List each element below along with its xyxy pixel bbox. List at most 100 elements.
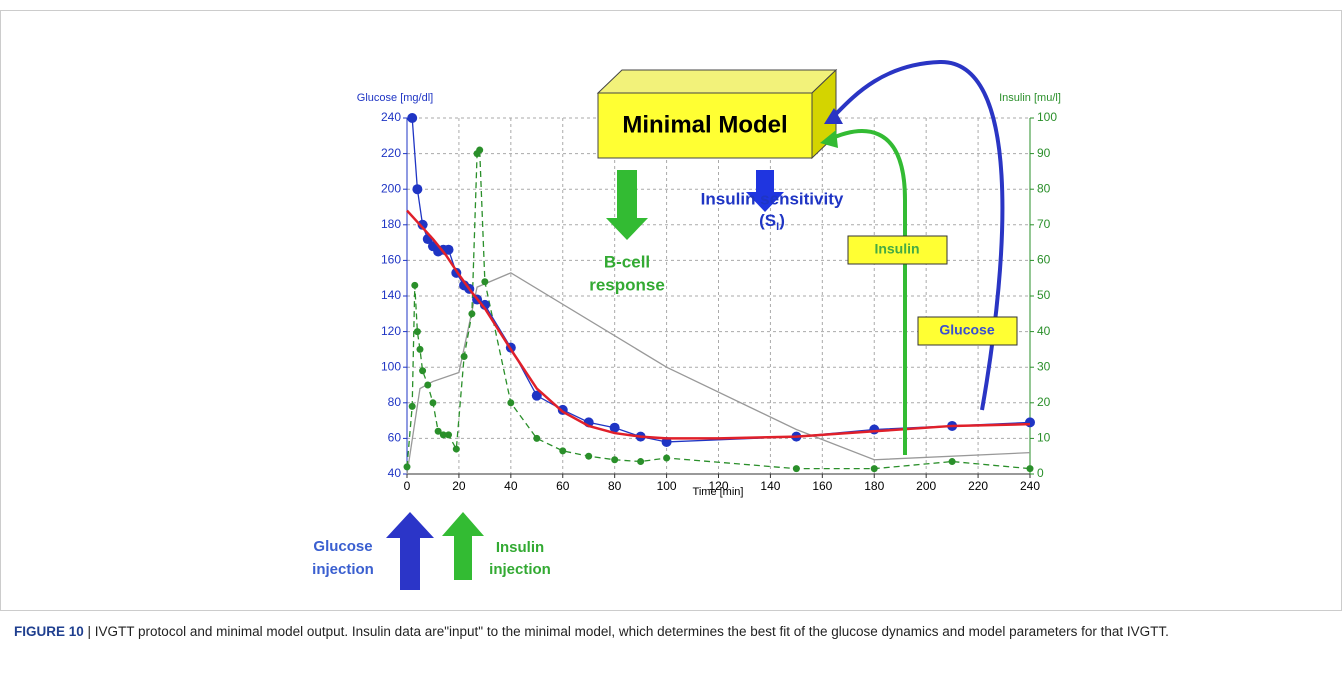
x-tick-label: 80: [608, 479, 622, 493]
y-tick-label: 240: [381, 110, 401, 124]
x-tick-label: 200: [916, 479, 936, 493]
point: [413, 328, 421, 336]
y2-tick-label: 30: [1037, 359, 1051, 373]
glucose-injection-arrow: [386, 512, 434, 590]
y2-tick-label: 0: [1037, 466, 1044, 480]
y-tick-label: 60: [388, 431, 402, 445]
point: [407, 113, 418, 123]
y-tick-label: 120: [381, 324, 401, 338]
y-tick-label: 160: [381, 253, 401, 267]
point: [460, 353, 468, 361]
series-line: [406, 209, 1031, 440]
point: [637, 458, 645, 466]
y-tick-label: 140: [381, 288, 401, 302]
point: [443, 244, 454, 255]
si-arrow: [746, 170, 784, 212]
point: [533, 434, 541, 442]
plot: 0 20 40 60 80 100 120 140 160 180 200 220 2404060801…: [381, 110, 1057, 493]
point: [411, 281, 419, 289]
point: [412, 184, 423, 195]
point: [429, 399, 437, 407]
model-title: Minimal Model: [622, 111, 787, 138]
point: [507, 399, 515, 407]
point: [417, 219, 428, 230]
point: [559, 447, 567, 455]
si-open: (S: [759, 211, 776, 230]
point: [452, 445, 460, 453]
y2-tick-label: 90: [1037, 146, 1051, 160]
glucose-box-label: Glucose: [939, 322, 994, 338]
bcell-label: response: [589, 275, 665, 294]
point: [439, 431, 447, 439]
point: [792, 465, 800, 473]
point: [870, 465, 878, 473]
point: [1025, 417, 1035, 428]
glucose-injection-label: Glucose: [313, 538, 372, 555]
point: [611, 456, 619, 464]
si-symbol: (SI): [759, 211, 785, 232]
box-front: [597, 92, 813, 159]
point: [585, 452, 593, 460]
glucose-curve: [830, 59, 1005, 411]
x-tick-label: 20: [452, 479, 466, 493]
x-tick-label: 60: [556, 479, 570, 493]
x-tick-label: 140: [760, 479, 780, 493]
si-sub: I: [776, 221, 779, 233]
point: [869, 424, 880, 435]
insulin-head: [820, 130, 838, 148]
y2-tick-label: 20: [1037, 395, 1051, 409]
y2-axis-label: Insulin [mu/l]: [999, 92, 1061, 104]
point: [416, 345, 424, 353]
point: [445, 431, 453, 439]
si-label: Insulin sensitivity: [701, 189, 844, 208]
point: [609, 422, 620, 433]
x-tick-label: 160: [812, 479, 832, 493]
caption-text: | IVGTT protocol and minimal model outpu…: [83, 624, 1169, 639]
point: [403, 463, 411, 471]
point: [476, 146, 484, 154]
x-axis-label: Time [min]: [693, 486, 744, 498]
point: [434, 427, 442, 435]
x-tick-label: 100: [657, 479, 677, 493]
point: [479, 299, 490, 310]
x-tick-label: 220: [968, 479, 988, 493]
x-tick-label: 120: [708, 479, 728, 493]
point: [468, 310, 476, 318]
bcell-label: B-cell: [604, 252, 650, 271]
point: [948, 458, 956, 466]
annotations: Minimal Model B-cell response Insulin se…: [312, 59, 1018, 590]
x-tick-label: 240: [1020, 479, 1040, 493]
y-axis-label: Glucose [mg/dl]: [357, 92, 433, 104]
point: [481, 278, 489, 286]
insulin-injection-label: injection: [489, 561, 551, 578]
insulin-box: [847, 235, 948, 265]
point: [408, 402, 416, 410]
caption: FIGURE 10 | IVGTT protocol and minimal m…: [14, 620, 1314, 644]
glucose-injection-label: injection: [312, 561, 374, 578]
y-tick-label: 220: [381, 146, 401, 160]
series-line: [406, 148, 1031, 470]
y-tick-label: 80: [388, 395, 402, 409]
si-close: ): [779, 211, 785, 230]
y2-tick-label: 10: [1037, 431, 1051, 445]
point: [531, 390, 542, 401]
insulin-injection-arrow: [442, 512, 484, 580]
y2-tick-label: 100: [1037, 110, 1057, 124]
bcell-arrow: [606, 170, 648, 240]
x-tick-label: 40: [504, 479, 518, 493]
glucose-head: [824, 108, 843, 124]
insulin-box-label: Insulin: [874, 241, 919, 257]
x-tick-label: 0: [404, 479, 411, 493]
y-tick-label: 180: [381, 217, 401, 231]
y-tick-label: 100: [381, 359, 401, 373]
y2-tick-label: 60: [1037, 253, 1051, 267]
x-tick-label: 180: [864, 479, 884, 493]
y-tick-label: 200: [381, 181, 401, 195]
y2-tick-label: 70: [1037, 217, 1051, 231]
point: [1026, 465, 1034, 473]
point: [663, 454, 671, 462]
y2-tick-label: 40: [1037, 324, 1051, 338]
insulin-curve: [827, 129, 907, 455]
y2-tick-label: 80: [1037, 181, 1051, 195]
